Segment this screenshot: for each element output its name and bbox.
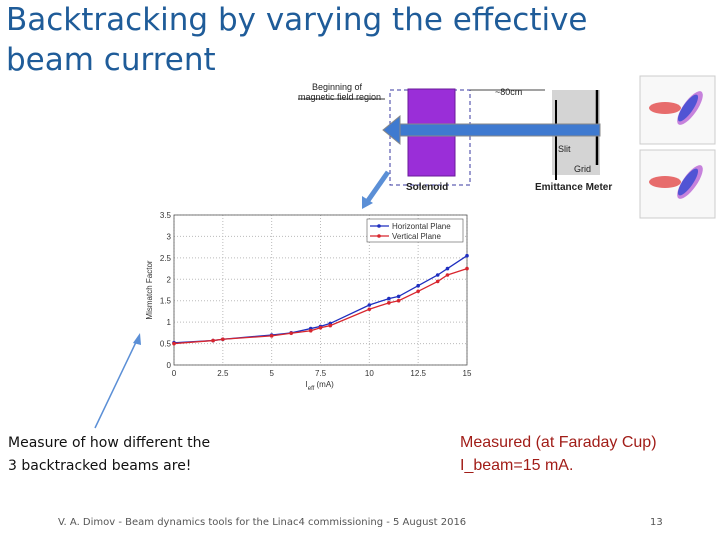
data-point (367, 303, 372, 307)
x-tick-label: 5 (269, 369, 274, 378)
y-tick-label: 1.5 (160, 297, 172, 306)
x-tick-label: 2.5 (217, 369, 229, 378)
y-tick-label: 3.5 (160, 211, 172, 220)
data-point (387, 301, 391, 305)
data-point (172, 341, 176, 346)
beam-arrow (399, 123, 601, 137)
legend-label: Vertical Plane (392, 232, 441, 241)
x-tick-label: 15 (463, 369, 472, 378)
x-label-part: I (306, 380, 308, 389)
y-tick-label: 2.5 (160, 254, 172, 263)
page-number: 13 (650, 517, 663, 528)
y-tick-label: 3 (167, 232, 172, 241)
phase-blob (677, 168, 699, 196)
data-point (416, 289, 420, 294)
data-point (289, 331, 294, 336)
note: 3 backtracked beams are! (8, 458, 191, 474)
data-point (396, 298, 401, 303)
diagram-label: magnetic field region (298, 92, 381, 102)
diagram-label: Beginning of (312, 82, 363, 92)
data-point (211, 338, 215, 343)
title-line: Backtracking by varying the effective (6, 2, 588, 38)
link-arrow-head (362, 196, 373, 209)
data-point (445, 273, 450, 277)
data-point (308, 328, 313, 333)
phase-blob (649, 176, 681, 188)
diagram-label: Slit (558, 144, 571, 154)
data-point (445, 266, 450, 271)
y-tick-label: 0.5 (160, 340, 172, 349)
x-tick-label: 12.5 (410, 369, 426, 378)
y-axis-label: Mismatch Factor (145, 260, 154, 319)
title-line: beam current (6, 42, 216, 78)
data-point (367, 307, 372, 312)
y-tick-label: 0 (167, 361, 172, 370)
diagram-label: Solenoid (406, 182, 448, 193)
beam-arrow-head (382, 114, 401, 146)
diagram-label: ~80cm (495, 87, 522, 97)
data-point (328, 323, 333, 328)
phase-blob (649, 102, 681, 114)
note: Measure of how different the (8, 435, 210, 451)
diagram-label: Grid (574, 164, 591, 174)
x-tick-label: 0 (172, 369, 177, 378)
data-point (435, 273, 440, 277)
diagram-label: Emittance Meter (535, 182, 612, 193)
footer: V. A. Dimov - Beam dynamics tools for th… (58, 517, 466, 528)
data-point (396, 294, 401, 299)
chart: 0 0.5 1 1.5 2 2.5 3 3.5 0 2.5 5 7.5 10 12.5 15 Mismatch… (145, 211, 472, 392)
x-tick-label: 10 (365, 369, 374, 378)
y-tick-label: 2 (167, 275, 172, 284)
legend-label: Horizontal Plane (392, 222, 451, 231)
note: I_beam=15 mA. (460, 457, 573, 474)
phase-blob (677, 94, 699, 122)
data-point (318, 325, 323, 330)
x-label-part: (mA) (314, 380, 334, 389)
legend-box (366, 218, 464, 243)
note-arrow (94, 339, 138, 429)
legend-marker (377, 234, 381, 238)
note: Measured (at Faraday Cup) (460, 434, 657, 451)
data-point (221, 337, 225, 342)
data-point (387, 296, 391, 301)
data-point (269, 334, 274, 338)
link-arrow (364, 170, 391, 204)
x-axis-label: Ieff (mA) (306, 380, 335, 392)
data-point (465, 266, 469, 271)
y-tick-label: 1 (167, 318, 172, 327)
data-point (435, 279, 440, 284)
x-tick-label: 7.5 (315, 369, 327, 378)
data-point (465, 253, 469, 258)
plot-frame (173, 214, 468, 366)
legend-marker (377, 224, 381, 228)
field-region (389, 89, 471, 186)
data-point (416, 283, 420, 288)
diagram: Beginning of magnetic field region ~80cm… (298, 75, 716, 219)
x-label-part: eff (308, 386, 315, 392)
note-arrow-head (133, 333, 141, 345)
